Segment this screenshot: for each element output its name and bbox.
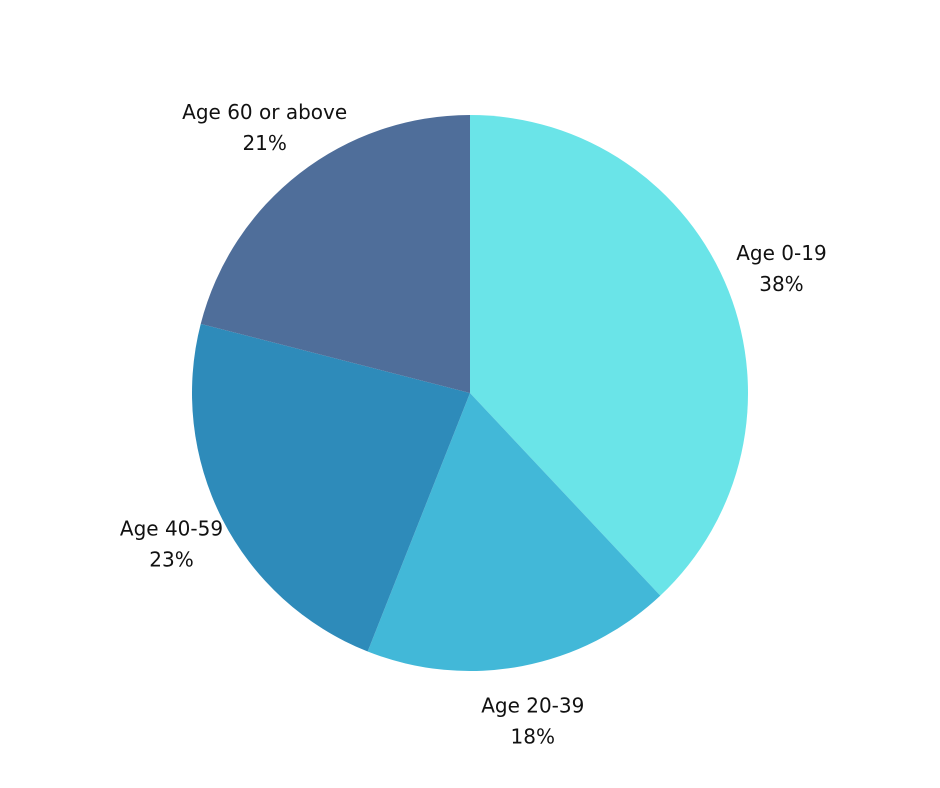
pie-slice xyxy=(192,323,471,652)
slice-value-label: 21% xyxy=(242,131,286,155)
pie-slice xyxy=(200,115,470,393)
slice-label: Age 40-59 xyxy=(120,517,223,541)
slice-label: Age 0-19 xyxy=(736,241,826,265)
pie-slice xyxy=(367,393,661,671)
slice-label: Age 60 or above xyxy=(182,100,347,124)
pie-slice xyxy=(470,115,749,596)
slice-label: Age 20-39 xyxy=(481,694,584,718)
slice-value-label: 18% xyxy=(511,725,555,749)
slice-value-label: 23% xyxy=(149,548,193,572)
slice-value-label: 38% xyxy=(759,272,803,296)
